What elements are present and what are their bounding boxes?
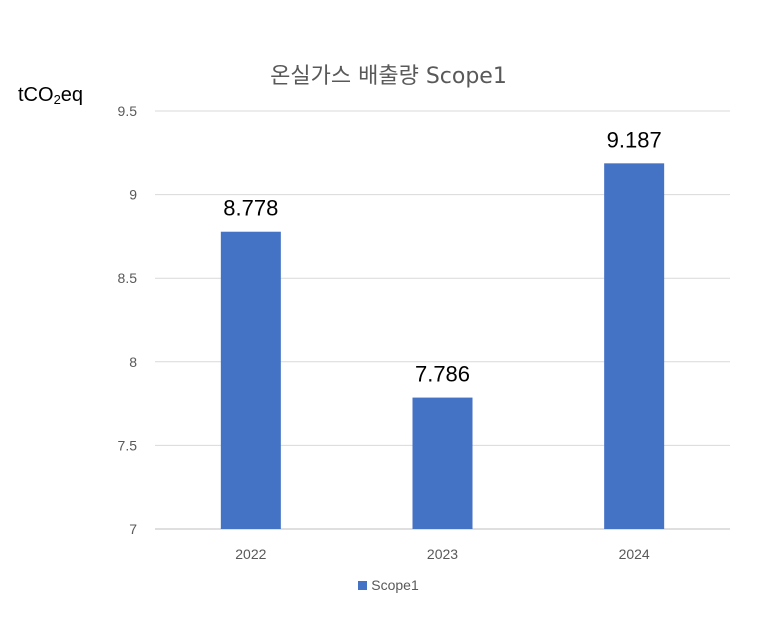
y-tick-label: 9.5 — [118, 103, 138, 119]
legend-swatch-scope1 — [358, 581, 368, 590]
chart-title: 온실가스 배출량 Scope1 — [270, 64, 507, 89]
y-tick-label: 7 — [129, 521, 137, 537]
y-tick-label: 8 — [129, 354, 137, 370]
bar — [412, 397, 473, 529]
y-tick-label: 7.5 — [118, 437, 138, 453]
data-label: 7.786 — [415, 362, 470, 387]
data-label: 8.778 — [223, 196, 278, 221]
bar — [604, 163, 665, 529]
data-label: 9.187 — [607, 127, 662, 152]
legend: Scope1 — [0, 577, 777, 593]
x-tick-label: 2022 — [235, 546, 266, 562]
bar — [220, 231, 281, 530]
y-tick-label: 9 — [129, 187, 137, 203]
x-tick-label: 2024 — [619, 546, 650, 562]
legend-label-scope1: Scope1 — [371, 577, 419, 593]
x-tick-label: 2023 — [427, 546, 458, 562]
y-axis-unit-label: tCO2eq — [18, 84, 84, 107]
y-tick-label: 8.5 — [118, 270, 138, 286]
